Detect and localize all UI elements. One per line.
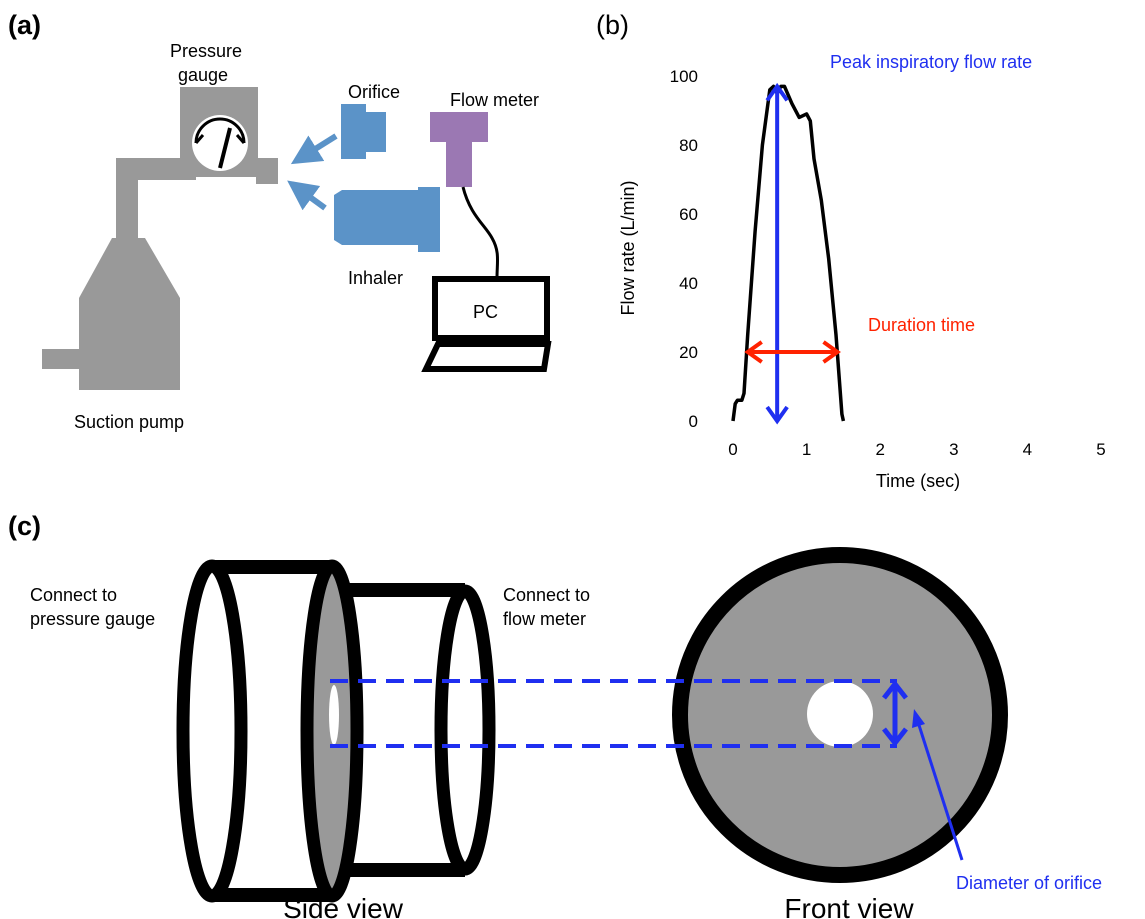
diameter-double-arrow	[882, 679, 908, 748]
inhaler-to-gauge-arrow	[287, 180, 327, 211]
flow-meter-label: Flow meter	[450, 90, 539, 110]
duration-annotation-label: Duration time	[868, 315, 975, 335]
y-tick-label: 0	[689, 412, 698, 431]
panel-a: (a) Pressure gauge Orifice	[8, 10, 552, 432]
pressure-gauge	[180, 87, 278, 184]
diameter-pointer-arrow	[912, 709, 964, 861]
connect-meter-label-line1: Connect to	[503, 585, 590, 605]
x-tick-label: 3	[949, 440, 958, 459]
y-tick-label: 80	[679, 136, 698, 155]
peak-flow-double-arrow	[765, 82, 789, 425]
panel-a-letter: (a)	[8, 10, 41, 40]
orifice-label: Orifice	[348, 82, 400, 102]
panel-b-letter: (b)	[596, 10, 629, 40]
duration-double-arrow	[744, 340, 841, 364]
front-view-label: Front view	[784, 893, 914, 919]
panel-c: (c) Connect to pressure gauge Connect to…	[8, 511, 1102, 919]
flow-meter-cable	[461, 186, 500, 279]
side-view-label: Side view	[283, 893, 404, 919]
panel-b: (b) 0 20 40 60 80 100 0 1 2 3 4 5 Flow rate (L/min)…	[596, 10, 1106, 491]
flow-rate-series-line	[731, 84, 846, 422]
peak-flow-annotation-label: Peak inspiratory flow rate	[830, 52, 1032, 72]
flow-meter-part	[430, 112, 488, 187]
panel-c-letter: (c)	[8, 511, 41, 541]
x-tick-label: 0	[728, 440, 737, 459]
pressure-gauge-label-line2: gauge	[178, 65, 228, 85]
x-tick-label: 5	[1096, 440, 1105, 459]
suction-pump	[42, 158, 196, 390]
side-view-drawing	[176, 559, 496, 903]
connect-meter-label-line2: flow meter	[503, 609, 586, 629]
y-tick-label: 20	[679, 343, 698, 362]
diameter-label: Diameter of orifice	[956, 873, 1102, 893]
x-tick-label: 1	[802, 440, 811, 459]
x-tick-label: 2	[875, 440, 884, 459]
orifice-part	[341, 104, 386, 159]
pc-label: PC	[473, 302, 498, 322]
y-tick-label: 40	[679, 274, 698, 293]
y-tick-label: 100	[670, 67, 698, 86]
chart-annotations	[744, 82, 841, 425]
suction-pump-label: Suction pump	[74, 412, 184, 432]
x-tick-label: 4	[1023, 440, 1032, 459]
orifice-to-gauge-arrow	[290, 133, 338, 165]
y-tick-label: 60	[679, 205, 698, 224]
front-view-drawing	[672, 547, 1008, 883]
inhaler-label: Inhaler	[348, 268, 403, 288]
chart-y-axis-title: Flow rate (L/min)	[618, 180, 638, 315]
chart-ticks: 0 20 40 60 80 100 0 1 2 3 4 5	[670, 67, 1106, 459]
pressure-gauge-label-line1: Pressure	[170, 41, 242, 61]
connect-gauge-label-line1: Connect to	[30, 585, 117, 605]
pc	[421, 276, 552, 372]
chart-x-axis-title: Time (sec)	[876, 471, 960, 491]
inhaler-part	[334, 187, 440, 252]
chart-series	[731, 84, 846, 422]
connect-gauge-label-line2: pressure gauge	[30, 609, 155, 629]
